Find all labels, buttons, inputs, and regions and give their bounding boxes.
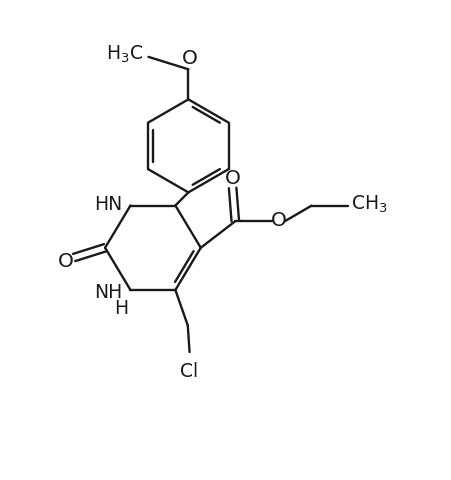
Text: O: O [181, 49, 197, 68]
Text: H$_3$C: H$_3$C [106, 44, 143, 65]
Text: NH: NH [94, 283, 122, 302]
Text: CH$_3$: CH$_3$ [350, 194, 387, 216]
Text: O: O [270, 211, 286, 230]
Text: O: O [58, 252, 74, 271]
Text: HN: HN [94, 195, 122, 214]
Text: H: H [113, 299, 128, 318]
Text: Cl: Cl [180, 362, 198, 381]
Text: O: O [224, 168, 240, 188]
